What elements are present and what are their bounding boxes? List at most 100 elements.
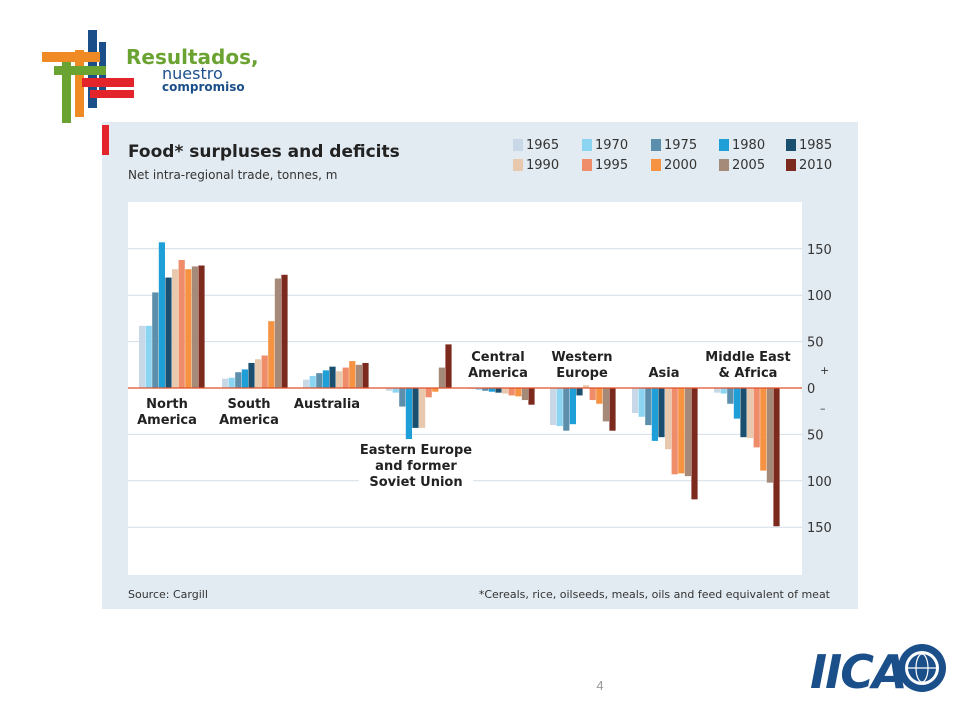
chart-subtitle: Net intra-regional trade, tonnes, m [128,168,337,182]
bar-1970-6 [556,388,563,427]
bar-2000-2 [268,321,275,388]
bar-2000-7 [678,388,685,474]
bar-2010-7 [691,388,698,500]
bar-1985-5 [495,388,502,393]
bar-1995-1 [178,259,185,388]
legend: 1965 1970 1975 1980 1985 1990 1995 2000 2005 2010 [513,138,832,173]
bar-2005-5 [521,388,528,401]
legend-swatch-2005 [719,159,729,171]
legend-swatch-1980 [719,139,729,151]
logo-line-2: nuestro [162,64,223,83]
bar-2000-3 [349,361,356,388]
legend-swatch-1990 [513,159,523,171]
category-label: North [146,397,188,412]
bar-2000-6 [596,388,603,404]
category-label: America [468,366,528,381]
resultados-logo: Resultados, nuestro compromiso [42,30,259,123]
bar-2005-1 [191,266,198,388]
category-label: and former [375,459,457,474]
bar-1970-5 [475,388,482,390]
chart-footnote: *Cereals, rice, oilseeds, meals, oils an… [479,588,831,601]
bar-2010-5 [528,388,535,405]
bar-1980-6 [569,388,576,425]
bar-1970-1 [145,325,152,388]
bar-1990-4 [419,388,426,428]
bar-1985-1 [165,277,172,388]
bar-1980-7 [651,388,658,441]
chart-title: Food* surpluses and deficits [128,142,400,162]
bar-1970-2 [228,377,235,388]
category-labels: NorthAmericaSouthAmericaAustraliaEastern… [137,348,794,493]
bar-1980-5 [488,388,495,392]
bar-1965-2 [222,378,229,388]
category-label-bg [702,348,794,384]
iica-logo-text: IICA [810,645,906,696]
category-label: Europe [556,366,608,381]
bar-1985-2 [248,362,255,388]
category-label: Central [471,350,524,365]
bar-1995-6 [589,388,596,401]
chart-source: Source: Cargill [128,588,208,601]
bar-1995-7 [671,388,678,475]
red-accent-bar [102,125,109,155]
bar-2005-4 [438,367,445,388]
bar-1970-3 [309,375,316,388]
bar-2005-3 [355,364,362,388]
bar-2005-7 [684,388,691,477]
bar-1990-1 [172,269,179,388]
bar-1980-1 [158,242,165,388]
bar-1980-2 [241,369,248,388]
bar-1985-6 [576,388,583,396]
category-label: Soviet Union [369,475,462,490]
bar-1975-4 [399,388,406,407]
bar-1985-4 [412,388,419,428]
bar-1965-8 [714,388,721,393]
bar-1985-8 [740,388,747,438]
category-label-bg [467,348,529,384]
legend-label-1985: 1985 [799,138,832,153]
bar-1965-6 [550,388,557,426]
bar-1965-4 [386,388,393,391]
chart-svg: Food* surpluses and deficits Net intra-r… [102,122,858,609]
sign-label-negative: – [820,402,826,415]
legend-label-1975: 1975 [664,138,697,153]
category-label: South [227,397,270,412]
category-label: Australia [294,397,360,412]
legend-label-2005: 2005 [732,158,765,173]
bar-2010-2 [281,274,288,388]
bar-1995-3 [342,367,349,388]
sign-label-positive: + [820,364,829,377]
category-label: America [219,413,279,428]
bar-2005-8 [766,388,773,483]
bar-2010-1 [198,265,205,388]
legend-swatch-1985 [786,139,796,151]
legend-label-2010: 2010 [799,158,832,173]
y-tick-label: 150 [807,243,832,258]
category-label-bg [644,364,684,384]
category-label-bg [358,441,474,493]
bar-1990-3 [336,371,343,388]
bar-1975-2 [235,372,242,388]
iica-logo: IICA [810,644,946,696]
bar-1995-5 [508,388,515,396]
category-label: Eastern Europe [360,443,472,458]
logo-line-1: Resultados, [126,45,259,69]
y-tick-label: 50 [807,428,824,443]
bar-2000-4 [432,388,439,392]
bar-1965-3 [303,379,310,388]
bar-2000-8 [760,388,767,471]
bar-1975-1 [152,292,159,388]
bar-2010-8 [773,388,780,527]
logo-line-3: compromiso [162,80,245,94]
chart-card: Food* surpluses and deficits Net intra-r… [102,122,858,609]
bar-1980-8 [733,388,740,419]
bar-1965-7 [632,388,639,414]
page-number: 4 [596,678,604,693]
y-tick-label: 100 [807,289,832,304]
bar-1995-8 [753,388,760,448]
bar-1975-5 [482,388,489,391]
legend-swatch-1975 [651,139,661,151]
bar-1990-7 [665,388,672,450]
category-label: Middle East [705,350,790,365]
y-tick-label: 150 [807,521,832,536]
